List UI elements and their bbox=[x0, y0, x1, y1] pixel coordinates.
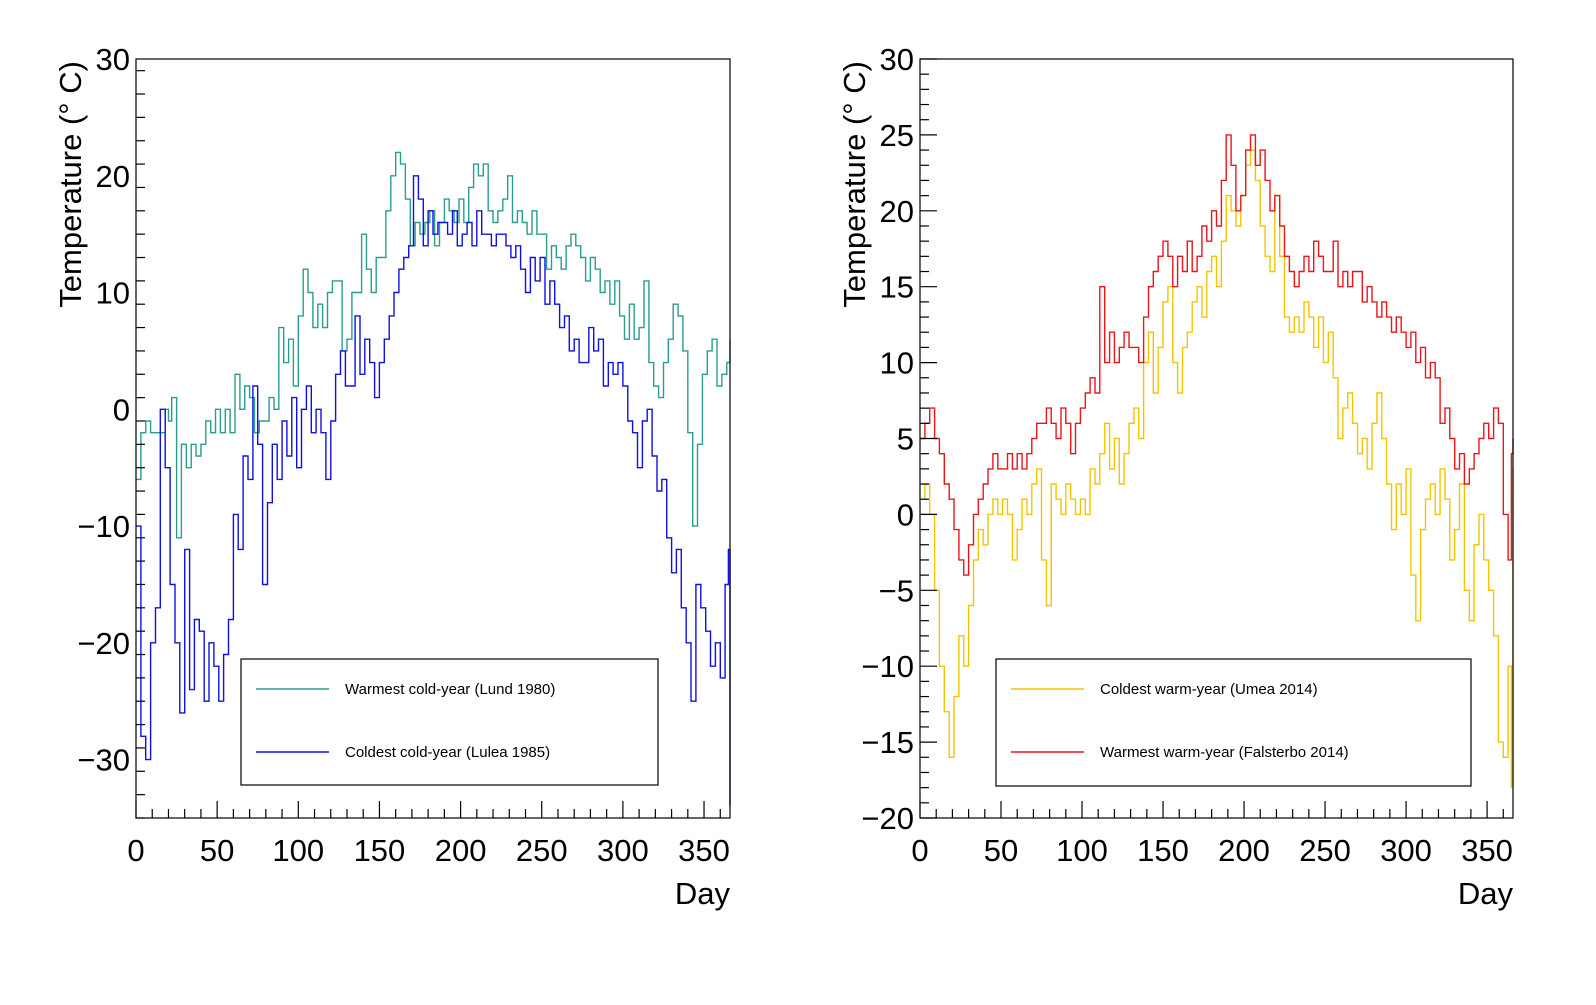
series-line-2 bbox=[136, 175, 731, 807]
x-tick-label: 100 bbox=[1056, 833, 1108, 868]
series-line-1 bbox=[920, 149, 1514, 789]
x-tick-label: 50 bbox=[984, 833, 1018, 868]
legend: Coldest warm-year (Umea 2014) Warmest war… bbox=[995, 658, 1472, 787]
legend: Warmest cold-year (Lund 1980) Coldest col… bbox=[240, 658, 659, 786]
y-tick-label: 30 bbox=[880, 42, 914, 77]
y-tick-label: 5 bbox=[897, 422, 914, 457]
x-tick-label: 250 bbox=[516, 833, 568, 868]
legend-box bbox=[995, 658, 1472, 787]
x-axis-label: Day bbox=[1458, 876, 1514, 911]
x-tick-label: 100 bbox=[272, 833, 324, 868]
y-tick-label: 30 bbox=[96, 42, 130, 77]
y-tick-label: 20 bbox=[880, 194, 914, 229]
legend-label-2: Coldest cold-year (Lulea 1985) bbox=[345, 744, 550, 761]
series-line-1 bbox=[136, 151, 731, 539]
chart-panel-2: 0 50 100 150 200 250 300 350 −20 −15 −10 −5 0 5 10 15 20… bbox=[837, 42, 1514, 911]
y-tick-label: 20 bbox=[96, 159, 130, 194]
x-tick-label: 150 bbox=[1137, 833, 1189, 868]
x-tick-label: 200 bbox=[435, 833, 487, 868]
x-tick-label: 150 bbox=[354, 833, 406, 868]
legend-label-1: Coldest warm-year (Umea 2014) bbox=[1100, 681, 1318, 698]
y-tick-label: −20 bbox=[861, 801, 914, 836]
y-tick-label: 0 bbox=[113, 392, 130, 427]
x-tick-label: 350 bbox=[1461, 833, 1513, 868]
y-tick-label: 0 bbox=[897, 497, 914, 532]
y-tick-label: −15 bbox=[861, 725, 914, 760]
legend-box bbox=[240, 658, 659, 786]
y-axis-label: Temperature (° C) bbox=[837, 61, 872, 308]
x-tick-label: 300 bbox=[597, 833, 649, 868]
x-tick-label: 200 bbox=[1218, 833, 1270, 868]
x-tick-label: 0 bbox=[127, 833, 144, 868]
series-line-2 bbox=[920, 134, 1514, 576]
legend-label-1: Warmest cold-year (Lund 1980) bbox=[345, 681, 555, 698]
chart-panel-1: 0 50 100 150 200 250 300 350 −30 −20 −10 0 10 20 30 Day… bbox=[53, 42, 731, 911]
plot-frame bbox=[135, 58, 731, 819]
y-axis-label: Temperature (° C) bbox=[53, 61, 88, 308]
y-tick-label: 25 bbox=[880, 118, 914, 153]
y-tick-label: −30 bbox=[77, 743, 130, 778]
y-tick-label: 10 bbox=[96, 276, 130, 311]
legend-label-2: Warmest warm-year (Falsterbo 2014) bbox=[1100, 744, 1349, 761]
x-tick-label: 250 bbox=[1299, 833, 1351, 868]
x-tick-label: 350 bbox=[678, 833, 730, 868]
x-axis-label: Day bbox=[675, 876, 731, 911]
y-tick-label: −10 bbox=[77, 509, 130, 544]
x-tick-label: 300 bbox=[1380, 833, 1432, 868]
x-tick-label: 0 bbox=[911, 833, 928, 868]
y-tick-label: −10 bbox=[861, 649, 914, 684]
y-tick-label: 15 bbox=[880, 270, 914, 305]
x-tick-label: 50 bbox=[200, 833, 234, 868]
y-tick-label: −20 bbox=[77, 626, 130, 661]
y-tick-label: −5 bbox=[879, 573, 914, 608]
y-tick-label: 10 bbox=[880, 346, 914, 381]
